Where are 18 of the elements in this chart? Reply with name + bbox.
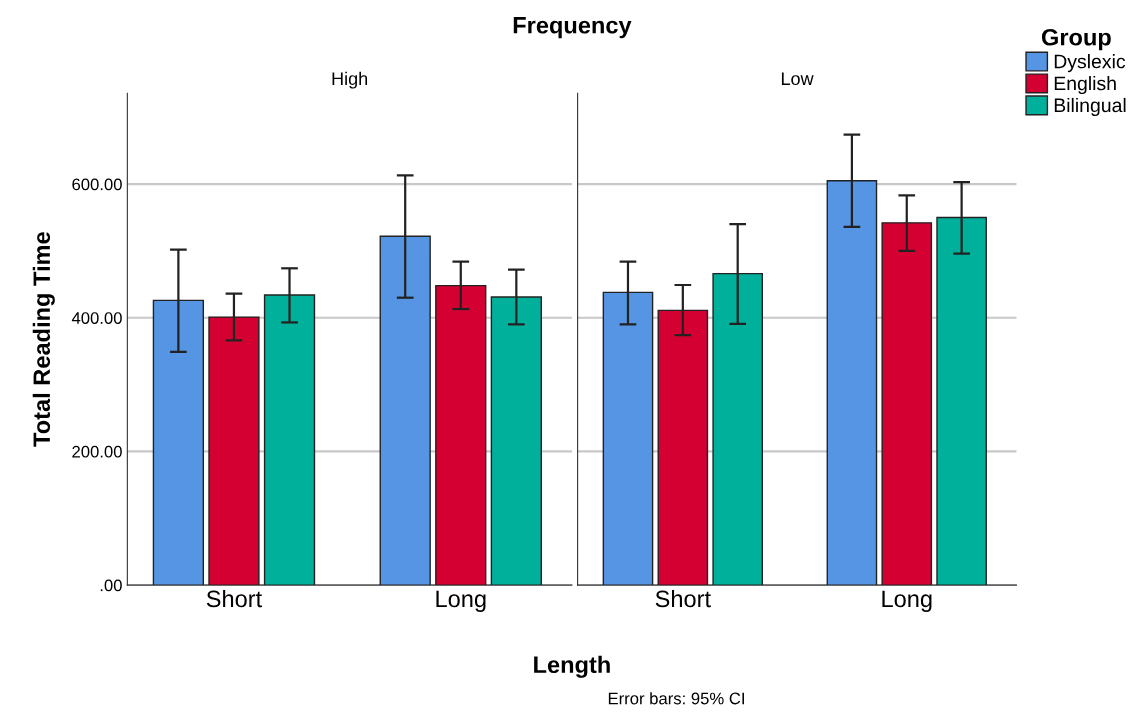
legend-label: Dyslexic: [1054, 54, 1126, 73]
y-tick-label: 600.00: [72, 178, 122, 191]
chart-title: High: [332, 71, 368, 89]
text: Error bars: 95% CI: [608, 692, 744, 705]
y-tick-label: .00: [100, 579, 122, 592]
x-tick-label: Short: [655, 589, 711, 608]
x-tick-label: Long: [882, 590, 932, 612]
y-tick-label: 200.00: [72, 445, 122, 458]
x-tick-label: Short: [206, 589, 262, 608]
legend-label: Bilingual: [1054, 97, 1126, 117]
y-axis-title: Total Reading Time: [32, 232, 55, 447]
chart-title: Low: [781, 72, 814, 86]
text: Frequency: [513, 17, 632, 39]
x-axis-title: Length: [534, 655, 610, 678]
y-tick-label: 400.00: [71, 312, 122, 324]
legend-label: English: [1054, 75, 1116, 95]
legend-title: Group: [1041, 28, 1111, 51]
x-tick-label: Long: [436, 590, 486, 612]
